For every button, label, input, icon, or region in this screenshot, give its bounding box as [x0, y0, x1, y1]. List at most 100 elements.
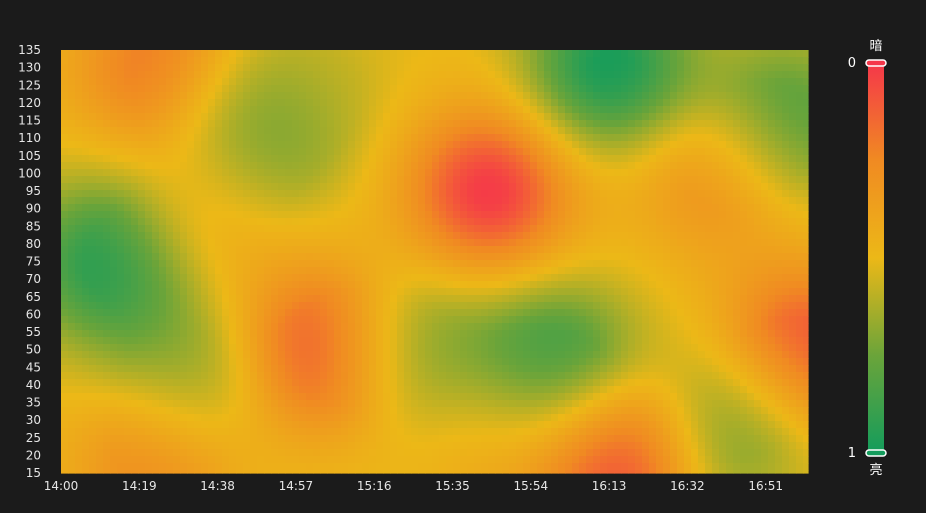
heatmap-cell	[530, 190, 538, 198]
heatmap-cell	[726, 358, 734, 366]
heatmap-cell	[250, 183, 258, 191]
heatmap-cell	[89, 162, 97, 170]
heatmap-cell	[110, 134, 118, 142]
heatmap-cell	[789, 351, 797, 359]
heatmap-cell	[397, 274, 405, 282]
heatmap-cell	[397, 85, 405, 93]
heatmap-cell	[152, 372, 160, 380]
heatmap-cell	[474, 148, 482, 156]
heatmap-cell	[208, 120, 216, 128]
heatmap-cell	[173, 64, 181, 72]
heatmap-cell	[229, 211, 237, 219]
heatmap-cell	[152, 232, 160, 240]
heatmap-cell	[292, 246, 300, 254]
heatmap-cell	[131, 358, 139, 366]
heatmap-cell	[642, 316, 650, 324]
heatmap-cell	[348, 162, 356, 170]
heatmap-cell	[474, 372, 482, 380]
heatmap-cell	[670, 309, 678, 317]
heatmap-cell	[131, 50, 139, 58]
heatmap-cell	[404, 323, 412, 331]
heatmap-cell	[607, 162, 615, 170]
heatmap-cell	[103, 204, 111, 212]
heatmap-cell	[789, 113, 797, 121]
heatmap-cell	[201, 295, 209, 303]
heatmap-cell	[544, 358, 552, 366]
heatmap-cell	[425, 190, 433, 198]
heatmap-cell	[411, 99, 419, 107]
heatmap-cell	[460, 120, 468, 128]
heatmap-cell	[803, 204, 809, 212]
heatmap-cell	[565, 281, 573, 289]
heatmap-cell	[173, 155, 181, 163]
heatmap-cell	[621, 211, 629, 219]
heatmap-cell	[565, 260, 573, 268]
heatmap-cell	[474, 351, 482, 359]
heatmap-cell	[208, 141, 216, 149]
heatmap-cell	[341, 337, 349, 345]
heatmap-cell	[418, 113, 426, 121]
heatmap-cell	[152, 246, 160, 254]
heatmap-cell	[138, 253, 146, 261]
heatmap-cell	[733, 365, 741, 373]
heatmap-cell	[502, 337, 510, 345]
heatmap-cell	[516, 316, 524, 324]
heatmap-cell	[572, 113, 580, 121]
heatmap-cell	[432, 211, 440, 219]
heatmap-cell	[117, 64, 125, 72]
heatmap-cell	[145, 99, 153, 107]
heatmap-cell	[614, 344, 622, 352]
heatmap-cell	[726, 323, 734, 331]
heatmap-cell	[306, 218, 314, 226]
heatmap-cell	[726, 337, 734, 345]
heatmap-cell	[68, 281, 76, 289]
heatmap-cell	[516, 323, 524, 331]
heatmap-cell	[642, 281, 650, 289]
heatmap-cell	[411, 169, 419, 177]
heatmap-cell	[516, 246, 524, 254]
heatmap-cell	[292, 323, 300, 331]
heatmap-cell	[110, 267, 118, 275]
heatmap-cell	[124, 99, 132, 107]
heatmap-cell	[285, 281, 293, 289]
heatmap-cell	[698, 183, 706, 191]
heatmap-cell	[488, 337, 496, 345]
heatmap-cell	[110, 351, 118, 359]
heatmap-cell	[614, 232, 622, 240]
heatmap-cell	[684, 169, 692, 177]
heatmap-cell	[271, 267, 279, 275]
heatmap-cell	[726, 71, 734, 79]
heatmap-cell	[236, 267, 244, 275]
heatmap-cell	[285, 71, 293, 79]
heatmap-cell	[173, 351, 181, 359]
heatmap-cell	[383, 295, 391, 303]
heatmap-cell	[733, 92, 741, 100]
heatmap-cell	[621, 281, 629, 289]
heatmap-cell	[187, 183, 195, 191]
heatmap-cell	[628, 190, 636, 198]
heatmap-cell	[432, 106, 440, 114]
heatmap-cell	[635, 148, 643, 156]
heatmap-cell	[649, 162, 657, 170]
heatmap-cell	[481, 162, 489, 170]
heatmap-cell	[733, 57, 741, 65]
heatmap-cell	[642, 127, 650, 135]
heatmap-cell	[327, 316, 335, 324]
heatmap-cell	[180, 295, 188, 303]
heatmap-cell	[775, 50, 783, 58]
heatmap-cell	[425, 351, 433, 359]
heatmap-cell	[537, 162, 545, 170]
heatmap-cell	[173, 267, 181, 275]
heatmap-cell	[530, 337, 538, 345]
heatmap-cell	[789, 302, 797, 310]
heatmap-cell	[411, 211, 419, 219]
heatmap-cell	[362, 190, 370, 198]
heatmap-cell	[677, 197, 685, 205]
heatmap-cell	[796, 183, 804, 191]
heatmap-cell	[355, 351, 363, 359]
heatmap-cell	[222, 211, 230, 219]
heatmap-cell	[243, 71, 251, 79]
heatmap-cell	[327, 225, 335, 233]
heatmap-cell	[222, 197, 230, 205]
heatmap-cell	[754, 85, 762, 93]
